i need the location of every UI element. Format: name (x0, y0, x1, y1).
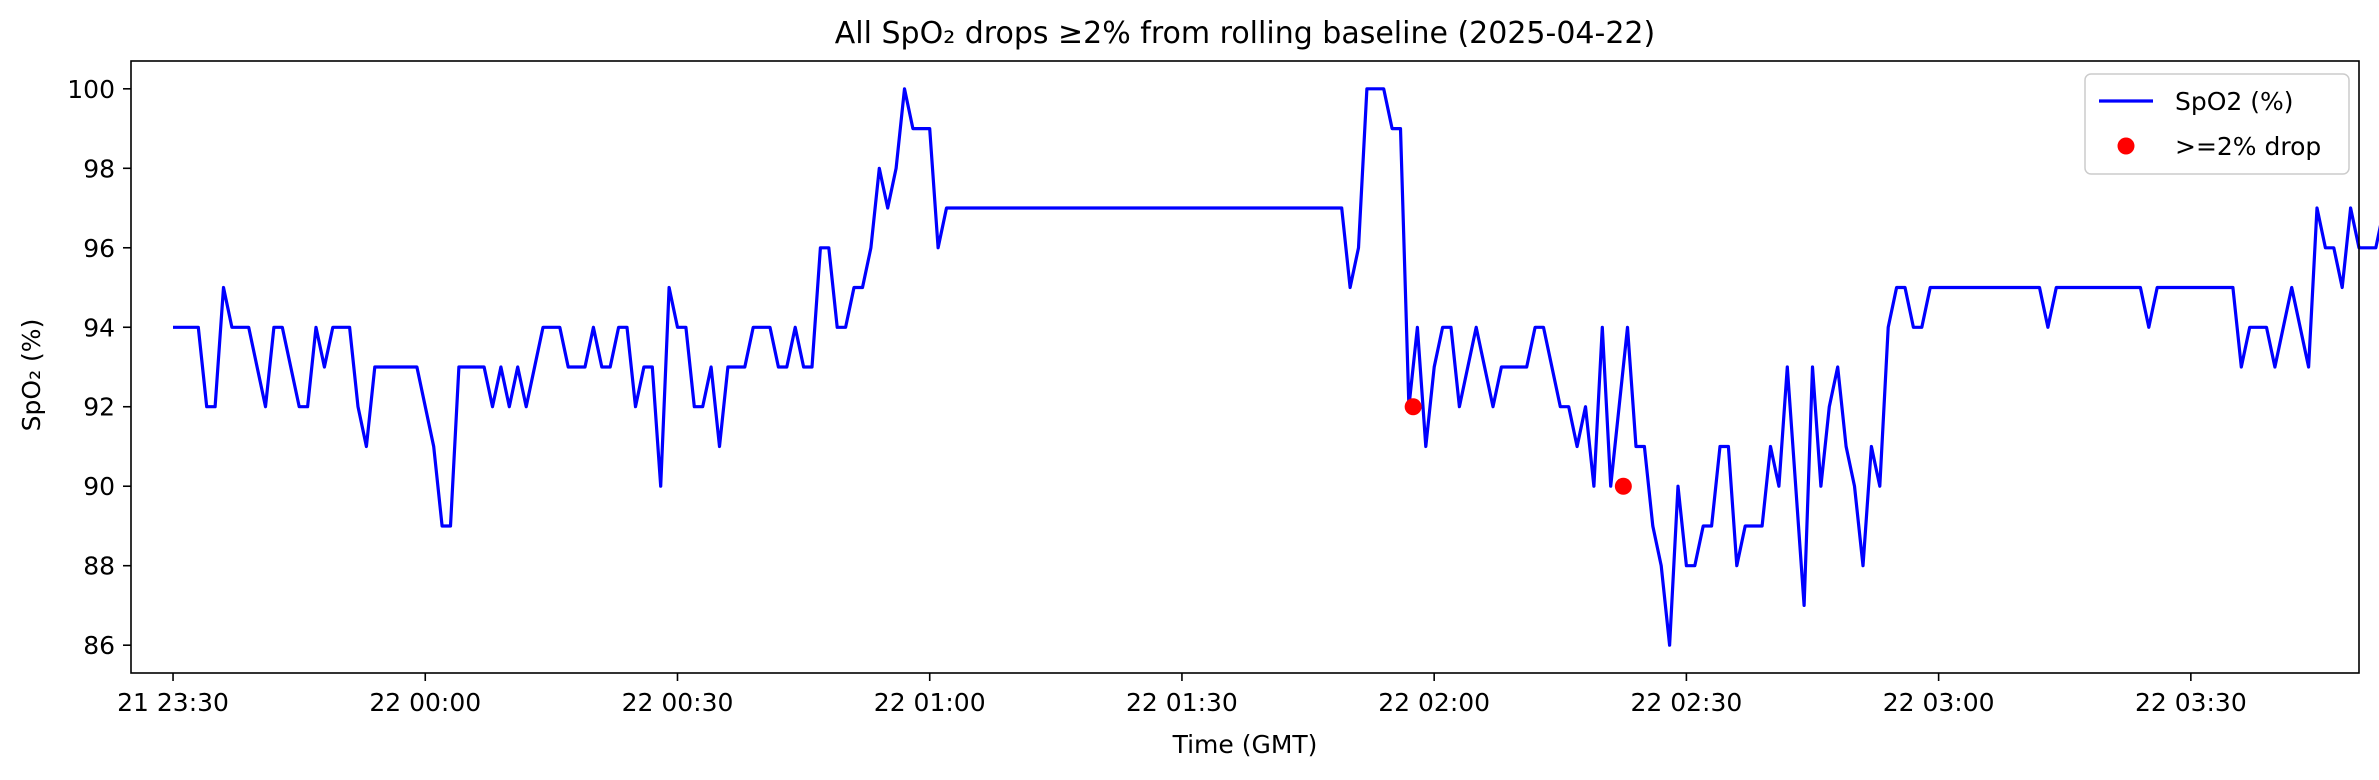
x-tick-label-6: 22 02:30 (1630, 688, 1742, 717)
legend-label-drop: >=2% drop (2175, 132, 2321, 161)
y-tick-label-7: 100 (67, 75, 115, 104)
y-tick-label-1: 88 (83, 552, 115, 581)
legend-label-spo2: SpO2 (%) (2175, 87, 2294, 116)
x-tick-label-0: 21 23:30 (117, 688, 229, 717)
x-tick-label-8: 22 03:30 (2135, 688, 2247, 717)
x-axis-label: Time (GMT) (1172, 730, 1318, 759)
x-tick-label-2: 22 00:30 (622, 688, 734, 717)
x-tick-label-5: 22 02:00 (1378, 688, 1490, 717)
drop-marker-1 (1614, 477, 1632, 495)
chart-title: All SpO₂ drops ≥2% from rolling baseline… (835, 16, 1655, 51)
spo2-series-line (173, 87, 2379, 647)
legend: SpO2 (%) >=2% drop (2084, 73, 2350, 175)
plot-area: 21 23:30 22 00:00 22 00:30 22 01:00 22 01:30… (67, 75, 2379, 717)
plot-frame (130, 60, 2360, 674)
y-tick-label-3: 92 (83, 393, 115, 422)
x-tick-label-1: 22 00:00 (369, 688, 481, 717)
legend-box (2084, 73, 2350, 175)
drop-marker-0 (1404, 398, 1422, 416)
y-tick-label-0: 86 (83, 631, 115, 660)
x-tick-label-7: 22 03:00 (1883, 688, 1995, 717)
y-tick-label-6: 98 (83, 154, 115, 183)
y-tick-label-2: 90 (83, 472, 115, 501)
y-axis-label: SpO₂ (%) (17, 319, 46, 432)
y-tick-label-4: 94 (83, 313, 115, 342)
y-tick-label-5: 96 (83, 234, 115, 263)
x-tick-label-4: 22 01:30 (1126, 688, 1238, 717)
x-tick-label-3: 22 01:00 (874, 688, 986, 717)
legend-marker-swatch (2117, 137, 2135, 155)
